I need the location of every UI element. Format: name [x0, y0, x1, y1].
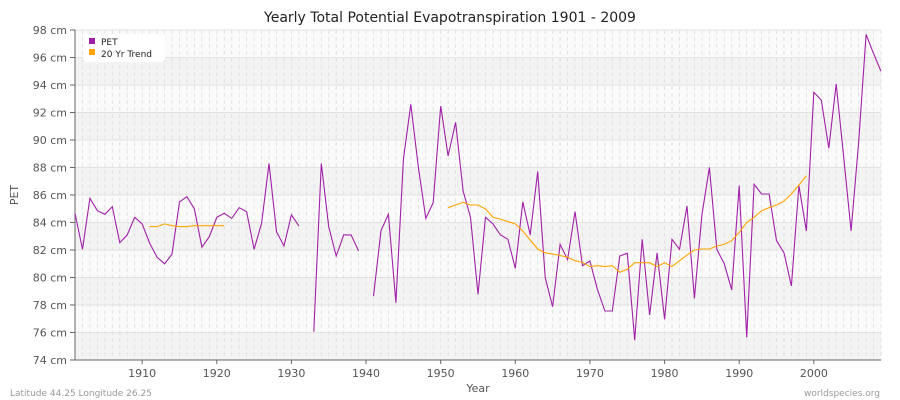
footer-source: worldspecies.org	[804, 389, 880, 399]
legend-label-pet: PET	[101, 38, 118, 48]
x-axis-ticks: 1910 1920 1930 1940 1950 1960 1970 1980 1990 2000	[128, 360, 828, 380]
y-tick-label: 90 cm	[33, 134, 67, 147]
y-tick-label: 86 cm	[33, 189, 67, 202]
x-tick-label: 1990	[725, 367, 753, 380]
pet-line	[313, 163, 360, 332]
pet-line	[372, 34, 882, 341]
x-tick-label: 1960	[501, 367, 529, 380]
y-tick-label: 82 cm	[33, 244, 67, 257]
legend-box	[83, 34, 165, 62]
y-tick-label: 88 cm	[33, 162, 67, 175]
y-axis-label: PET	[8, 185, 21, 206]
x-tick-label: 1920	[203, 367, 231, 380]
x-tick-label: 2000	[800, 367, 828, 380]
legend-swatch-trend	[89, 49, 95, 55]
x-tick-label: 1980	[651, 367, 679, 380]
y-axis-ticks: 74 cm 76 cm 78 cm 80 cm 82 cm 84 cm 86 cm 88 cm…	[33, 24, 75, 367]
x-tick-label: 1950	[427, 367, 455, 380]
legend-swatch-pet	[89, 38, 95, 44]
y-tick-label: 76 cm	[33, 327, 67, 340]
y-tick-label: 98 cm	[33, 24, 67, 37]
series-lines	[74, 34, 882, 341]
x-tick-label: 1940	[352, 367, 380, 380]
trend-line	[149, 223, 225, 228]
trend-line	[447, 175, 807, 273]
y-tick-label: 84 cm	[33, 217, 67, 230]
chart-title: Yearly Total Potential Evapotranspiratio…	[263, 10, 636, 26]
legend: PET 20 Yr Trend	[83, 34, 165, 62]
y-tick-label: 96 cm	[33, 52, 67, 65]
legend-label-trend: 20 Yr Trend	[101, 50, 152, 60]
x-tick-label: 1930	[277, 367, 305, 380]
pet-line	[74, 163, 300, 265]
x-axis-label: Year	[465, 382, 490, 395]
footer-location: Latitude 44.25 Longitude 26.25	[10, 389, 152, 399]
x-tick-label: 1970	[576, 367, 604, 380]
y-tick-label: 94 cm	[33, 79, 67, 92]
y-tick-label: 92 cm	[33, 107, 67, 120]
y-tick-label: 74 cm	[33, 354, 67, 367]
x-tick-label: 1910	[128, 367, 156, 380]
y-tick-label: 78 cm	[33, 299, 67, 312]
y-tick-label: 80 cm	[33, 272, 67, 285]
